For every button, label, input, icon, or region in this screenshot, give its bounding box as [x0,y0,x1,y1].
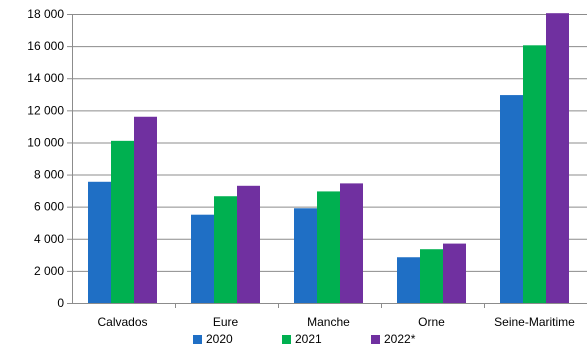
y-tick-label: 12 000 [27,103,64,117]
legend-swatch [282,334,291,344]
bar-2021-manche [317,191,340,303]
bar-2021-calvados [111,140,134,303]
bar-2022-calvados [134,116,157,303]
y-tick-label: 16 000 [27,39,64,53]
x-tick-label: Seine-Maritime [494,315,575,329]
bar-2020-eure [191,214,214,303]
y-tick-label: 4 000 [34,232,64,246]
y-tick-label: 18 000 [27,7,64,21]
axes [67,14,587,308]
legend-label: 2021 [295,332,322,346]
x-tick-label: Manche [307,315,350,329]
bar-2022-eure [237,185,260,303]
bar-2021-seine-maritime [523,45,546,303]
bar-chart: 0 2 000 4 000 6 000 8 000 10 000 12 000 14 000 1… [27,7,587,329]
y-tick-label: 6 000 [34,200,64,214]
bar-2020-manche [294,208,317,303]
bar-2020-seine-maritime [500,95,523,303]
legend-item: 2020 [193,332,233,346]
bar-2021-orne [420,249,443,303]
y-tick-label: 8 000 [34,168,64,182]
x-tick-label: Orne [418,315,445,329]
legend-swatch [193,334,202,344]
legend-swatch [371,334,380,344]
legend-label: 2022* [384,332,416,346]
bar-2022-seine-maritime [546,13,569,303]
y-tick-label: 10 000 [27,135,64,149]
bar-2022-manche [340,183,363,303]
bar-2020-calvados [88,181,111,303]
legend-label: 2020 [206,332,233,346]
y-tick-label: 2 000 [34,264,64,278]
legend: 2020 2021 2022* [0,332,587,347]
gridlines [72,14,587,272]
bar-2022-orne [443,243,466,303]
bars [88,13,569,303]
legend-item: 2021 [282,332,322,346]
legend-item: 2022* [371,332,415,346]
x-axis-tick-labels: Calvados Eure Manche Orne Seine-Maritime [97,315,575,329]
y-axis-tick-labels: 0 2 000 4 000 6 000 8 000 10 000 12 000 14 000 1… [27,7,64,310]
x-tick-label: Calvados [97,315,147,329]
x-tick-label: Eure [213,315,239,329]
y-tick-label: 0 [57,296,64,310]
bar-2021-eure [214,196,237,303]
y-tick-label: 14 000 [27,71,64,85]
bar-2020-orne [397,257,420,303]
